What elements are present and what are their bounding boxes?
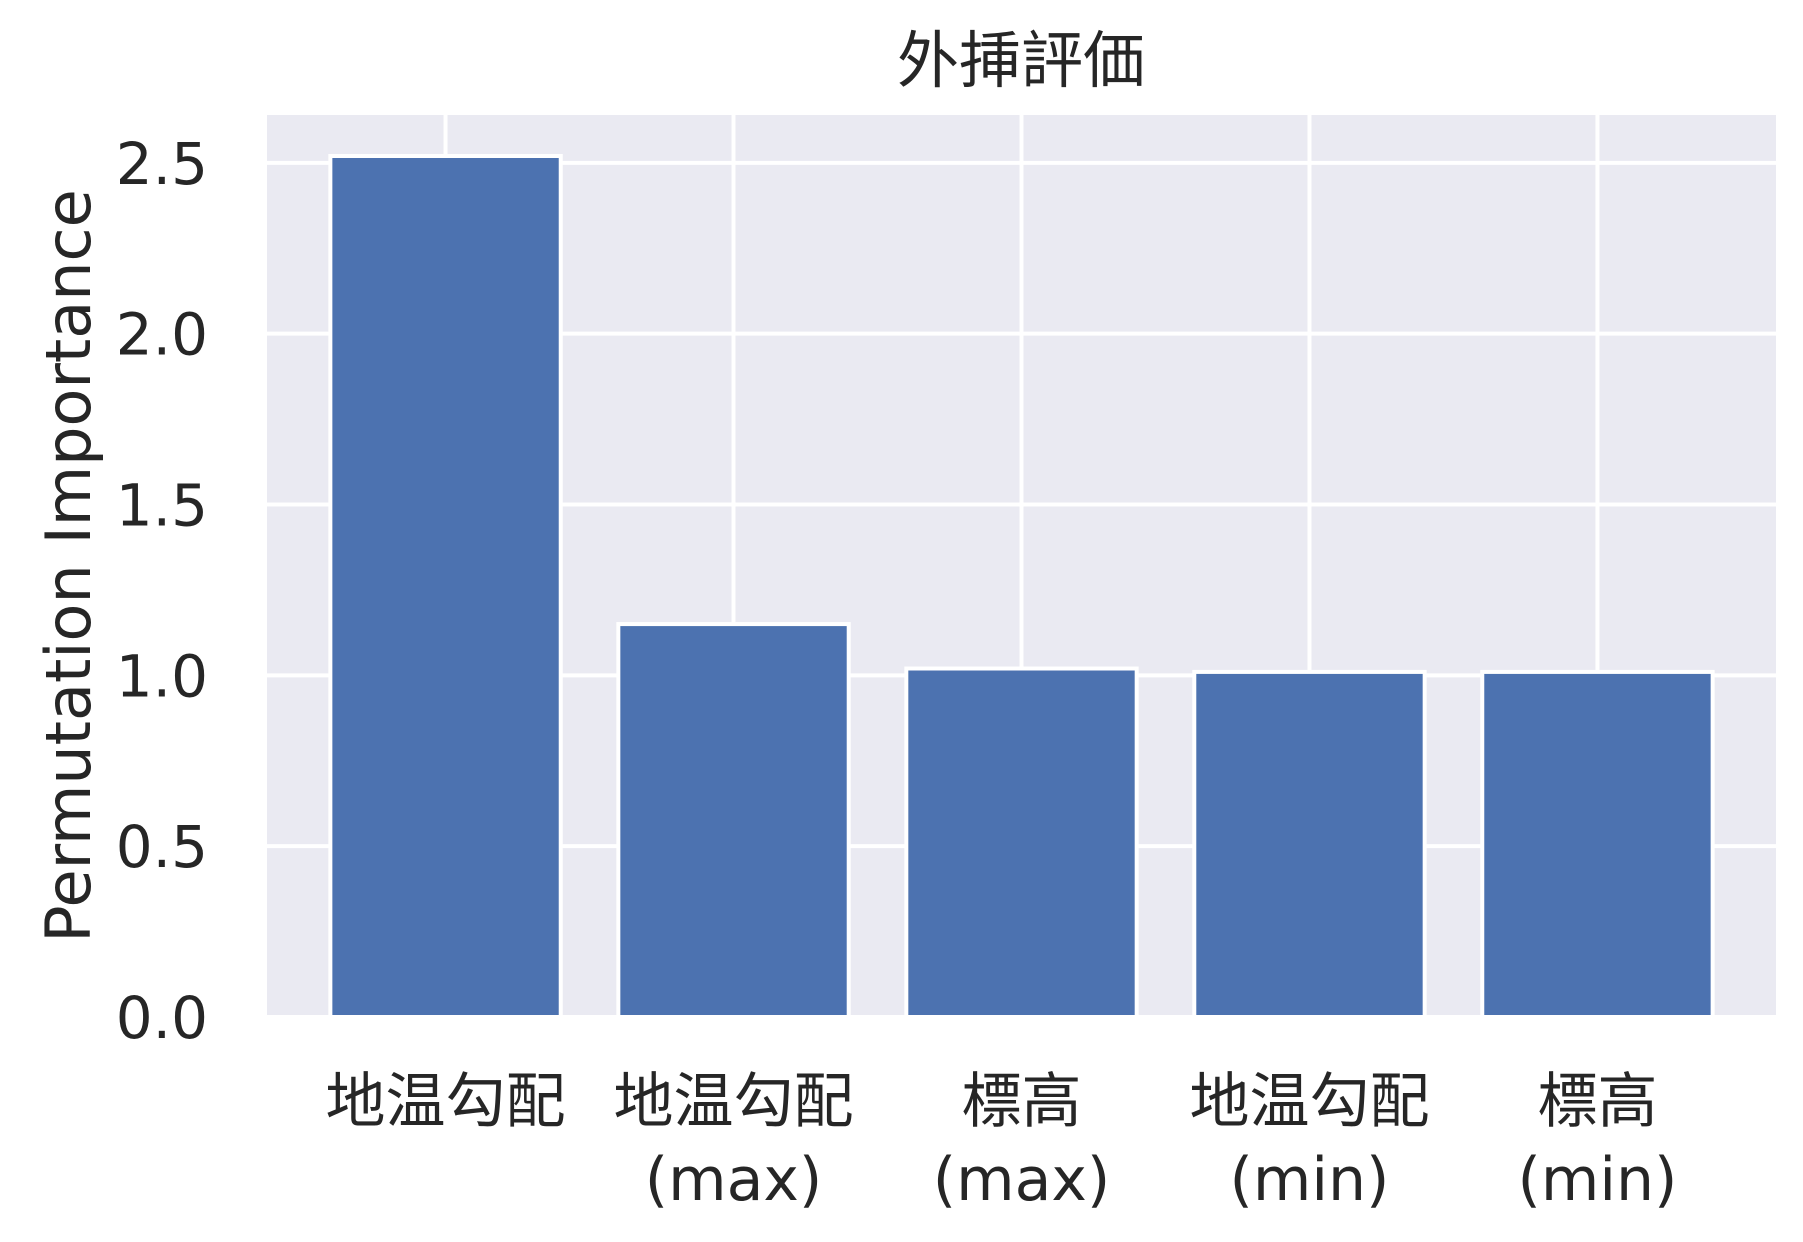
bar <box>1192 669 1427 1020</box>
x-tick-label: 地温勾配 <box>1189 1067 1429 1137</box>
bar <box>1480 669 1715 1020</box>
bar <box>904 666 1139 1019</box>
x-tick-label: 地温勾配 <box>326 1067 566 1137</box>
y-tick-label: 1.5 <box>116 472 208 540</box>
y-tick-labels: 0.0 0.5 1.0 1.5 2.0 2.5 <box>116 130 208 1052</box>
x-tick-label: (max) <box>645 1145 823 1215</box>
y-tick-label: 0.0 <box>116 984 208 1052</box>
x-tick-labels: 地温勾配 地温勾配(max)標高(max)地温勾配(min)標高(min) <box>326 1067 1678 1215</box>
x-tick-label: (min) <box>1517 1145 1677 1215</box>
x-tick-label: (min) <box>1229 1145 1389 1215</box>
y-tick-label: 0.5 <box>116 813 208 881</box>
chart-title: 外挿評価 <box>897 24 1145 97</box>
y-tick-label: 2.5 <box>116 130 208 198</box>
bar <box>328 154 563 1019</box>
y-tick-label: 1.0 <box>116 642 208 710</box>
y-axis-label: Permutation Importance <box>32 189 105 942</box>
x-tick-label: 地温勾配 <box>614 1067 854 1137</box>
x-tick-label: 標高 <box>1537 1067 1657 1137</box>
x-tick-label: (max) <box>933 1145 1111 1215</box>
bar <box>616 622 851 1019</box>
bars <box>328 154 1715 1020</box>
x-tick-label: 標高 <box>962 1067 1082 1137</box>
y-tick-label: 2.0 <box>116 301 208 369</box>
